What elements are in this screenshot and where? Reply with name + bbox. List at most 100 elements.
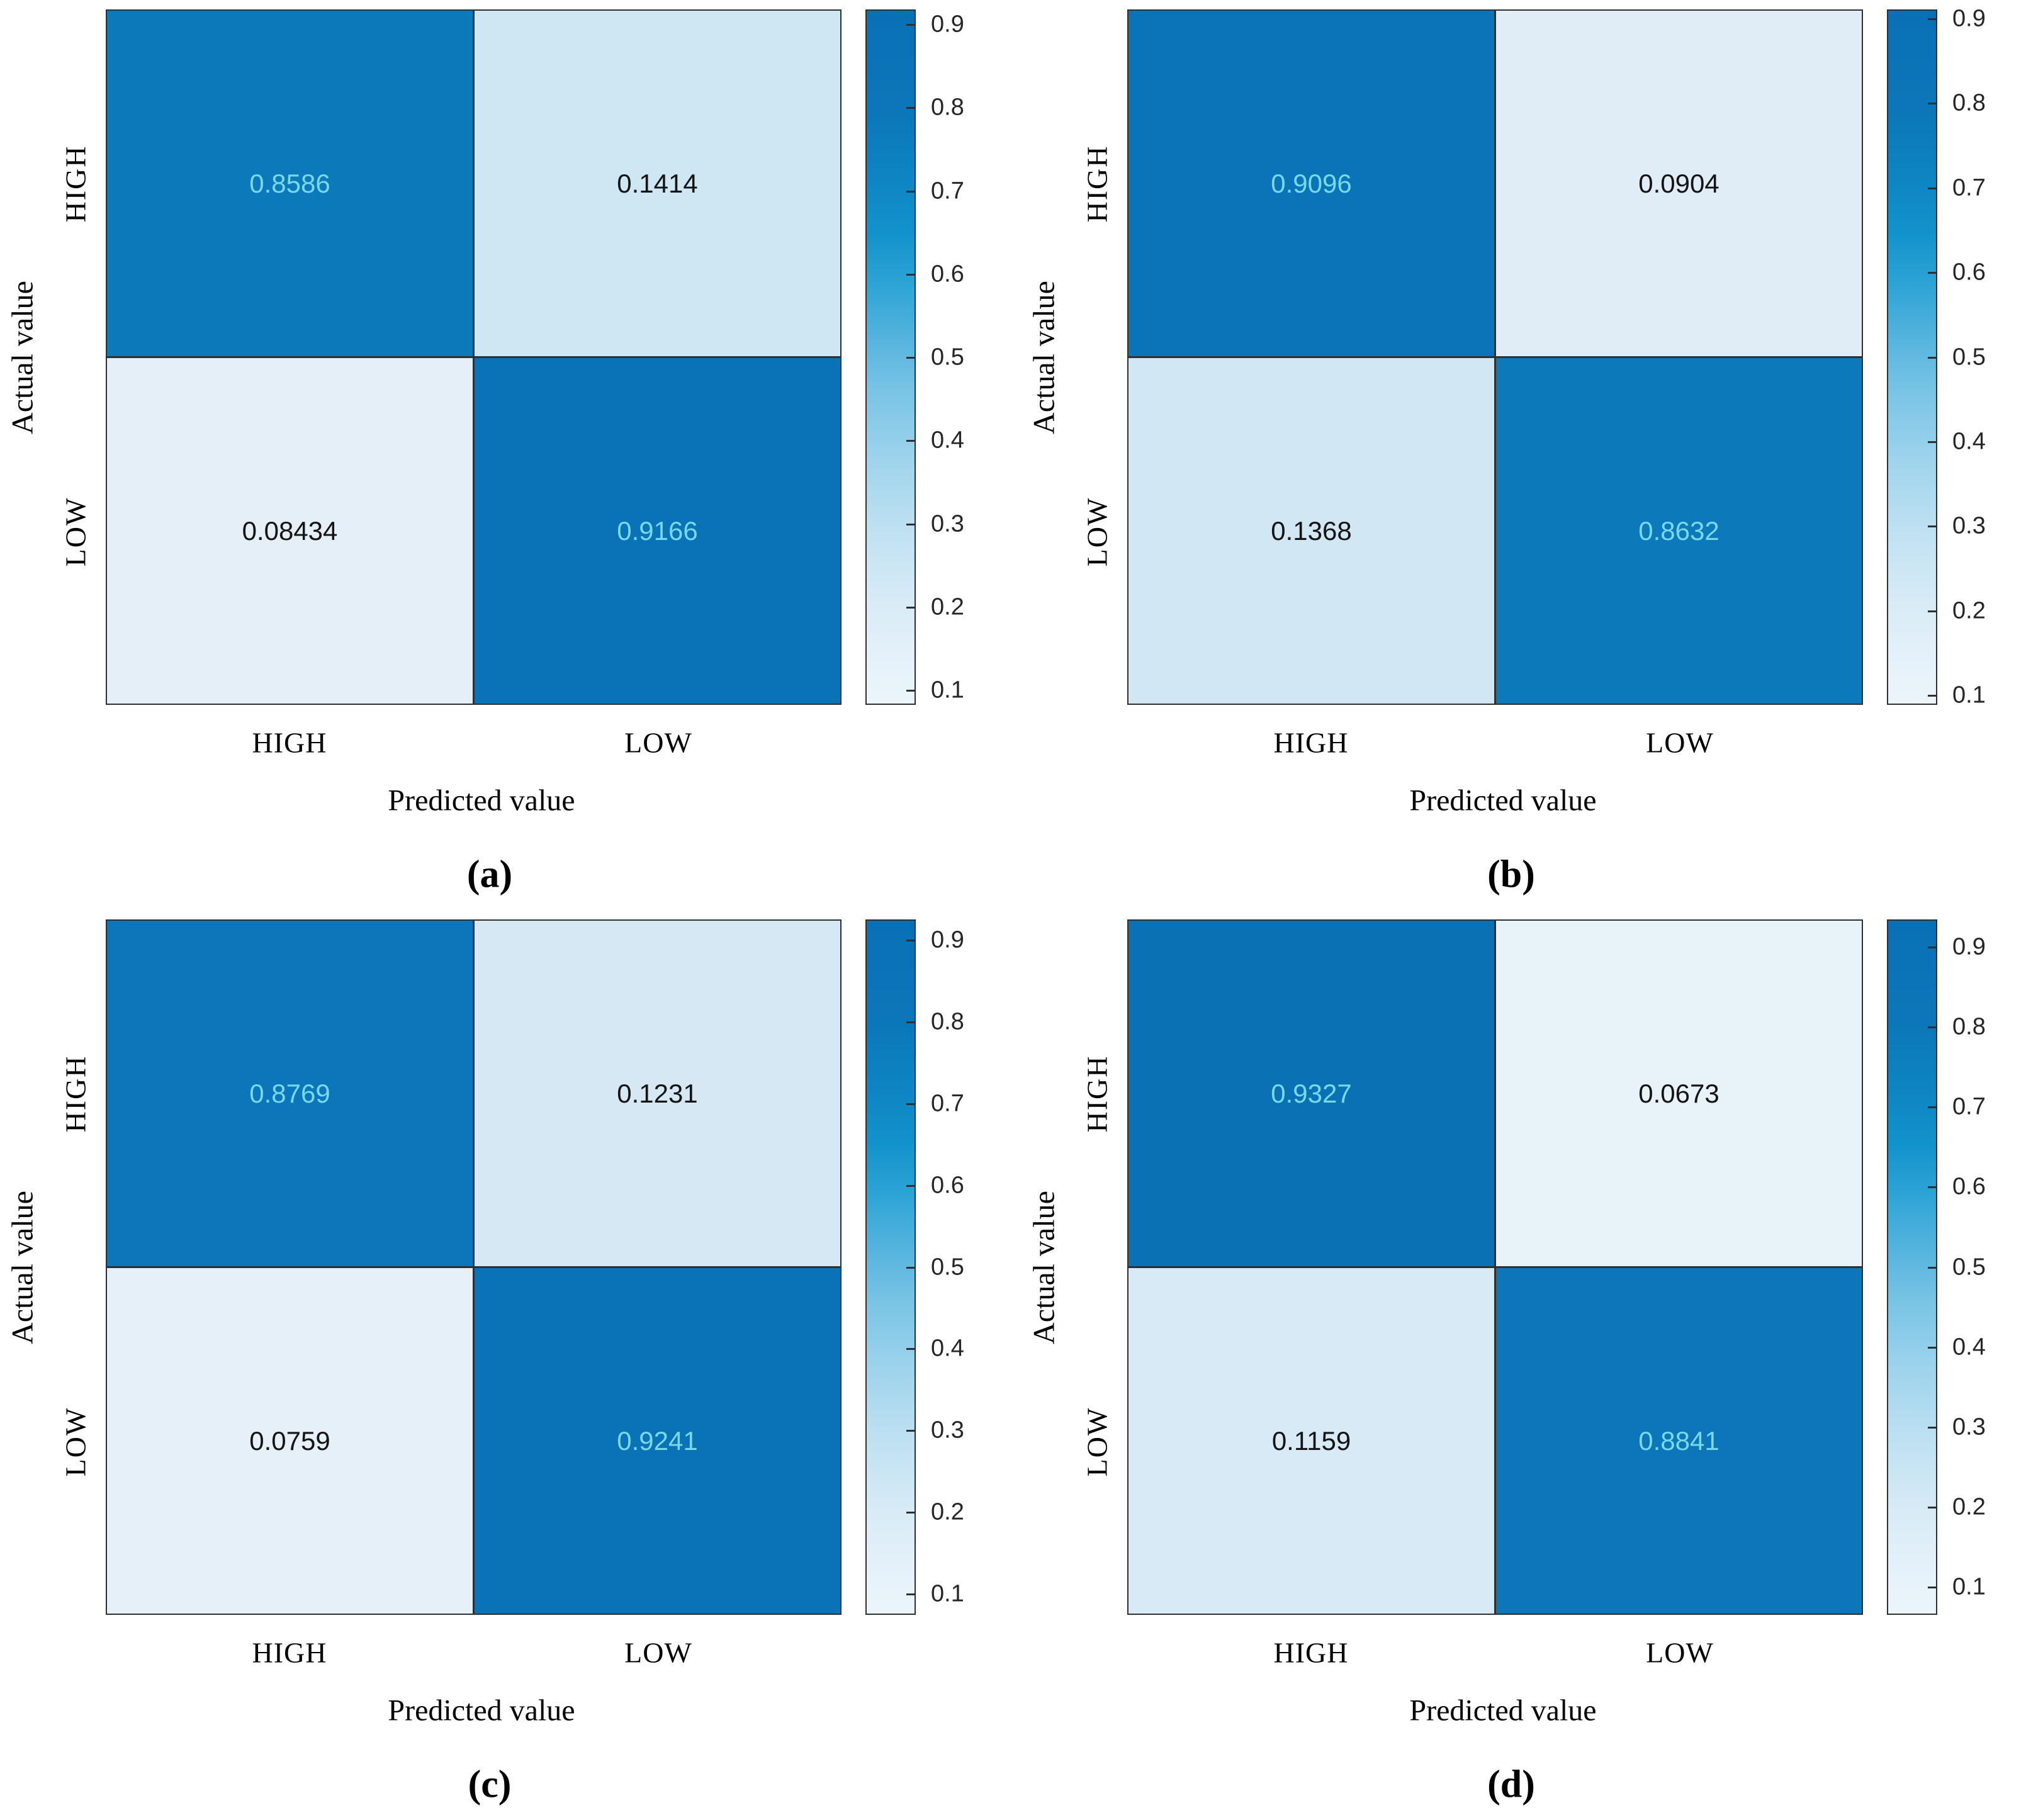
y-tick-high: HIGH <box>59 1055 92 1133</box>
colorbar-tick-label: 0.1 <box>931 677 964 704</box>
colorbar-tick-label: 0.9 <box>931 926 964 953</box>
colorbar-tick-mark <box>906 606 915 609</box>
colorbar-ticks: 0.9 0.8 0.7 0.6 0.5 0.4 0.3 0.2 0.1 <box>1888 921 1986 1614</box>
colorbar-tick-mark <box>1928 946 1936 948</box>
colorbar-tick-label: 0.1 <box>1952 682 1986 709</box>
cell-low-high: 0.1159 <box>1128 1268 1494 1614</box>
colorbar-tick-label: 0.7 <box>931 1090 964 1117</box>
colorbar-tick-label: 0.5 <box>1952 1254 1986 1280</box>
confusion-matrix: 0.9327 0.0673 0.1159 0.8841 <box>1127 919 1863 1615</box>
colorbar-tick-label: 0.7 <box>1952 1093 1986 1120</box>
colorbar-tick-mark <box>1928 1186 1936 1189</box>
colorbar-tick-mark <box>1928 1426 1936 1429</box>
cell-high-low: 0.1231 <box>475 921 840 1266</box>
x-axis-label: Predicted value <box>388 1694 575 1727</box>
panel-d: Actual value HIGH LOW 0.9327 0.0673 0.11… <box>1022 910 2043 1820</box>
colorbar-tick-label: 0.3 <box>1952 1413 1986 1441</box>
colorbar-tick-mark <box>1928 272 1936 274</box>
x-tick-low: LOW <box>624 726 692 759</box>
colorbar-tick-label: 0.2 <box>1952 597 1986 624</box>
colorbar-tick-label: 0.9 <box>931 11 964 38</box>
colorbar-tick-mark <box>906 1511 915 1514</box>
x-tick-high: HIGH <box>252 1636 327 1669</box>
subplot-caption: (a) <box>466 853 513 896</box>
confusion-matrix: 0.8586 0.1414 0.08434 0.9166 <box>106 9 841 705</box>
colorbar-tick-mark <box>1928 525 1936 528</box>
colorbar-tick-mark <box>1928 695 1936 697</box>
x-tick-low: LOW <box>1646 726 1714 759</box>
colorbar-tick-mark <box>906 357 915 359</box>
colorbar-tick-label: 0.6 <box>1952 259 1986 286</box>
panel-c: Actual value HIGH LOW 0.8769 0.1231 0.07… <box>0 910 1022 1820</box>
colorbar: 0.9 0.8 0.7 0.6 0.5 0.4 0.3 0.2 0.1 <box>1887 5 1986 709</box>
colorbar-ticks: 0.9 0.8 0.7 0.6 0.5 0.4 0.3 0.2 0.1 <box>867 11 964 704</box>
y-tick-high: HIGH <box>59 145 92 223</box>
x-axis-label: Predicted value <box>388 784 575 817</box>
x-tick-low: LOW <box>1646 1636 1714 1669</box>
colorbar-tick-label: 0.3 <box>931 1417 964 1444</box>
cell-high-high: 0.8586 <box>107 11 473 356</box>
y-axis-label: Actual value <box>6 281 40 434</box>
colorbar-tick-label: 0.3 <box>931 510 964 537</box>
colorbar: 0.9 0.8 0.7 0.6 0.5 0.4 0.3 0.2 0.1 <box>865 9 964 705</box>
colorbar-tick-mark <box>906 940 915 942</box>
colorbar-tick-label: 0.9 <box>1952 933 1986 960</box>
subplot-caption: (d) <box>1487 1763 1535 1806</box>
colorbar-tick-label: 0.8 <box>931 1008 964 1035</box>
colorbar-tick-mark <box>1928 1507 1936 1509</box>
colorbar-tick-label: 0.8 <box>1952 1013 1986 1040</box>
panel-b: Actual value HIGH LOW 0.9096 0.0904 0.13… <box>1022 0 2043 910</box>
colorbar-tick-label: 0.4 <box>931 427 964 454</box>
colorbar-tick-mark <box>1928 1026 1936 1028</box>
colorbar-tick-mark <box>906 690 915 692</box>
panel-a: Actual value HIGH LOW 0.8586 0.1414 0.08… <box>0 0 1022 910</box>
colorbar-tick-label: 0.6 <box>931 1172 964 1199</box>
colorbar-ticks: 0.9 0.8 0.7 0.6 0.5 0.4 0.3 0.2 0.1 <box>1888 5 1986 709</box>
cell-high-high: 0.9096 <box>1128 11 1494 356</box>
colorbar-tick-mark <box>906 23 915 26</box>
colorbar-tick-label: 0.3 <box>1952 512 1986 539</box>
y-tick-low: LOW <box>1081 1407 1113 1477</box>
colorbar-tick-mark <box>906 1184 915 1187</box>
subplot-caption: (b) <box>1487 853 1535 896</box>
colorbar-tick-label: 0.9 <box>1952 5 1986 32</box>
cell-low-high: 0.08434 <box>107 358 473 704</box>
cell-high-low: 0.1414 <box>475 11 840 356</box>
subplot-caption: (c) <box>468 1763 512 1806</box>
y-tick-low: LOW <box>59 1407 92 1477</box>
colorbar-tick-mark <box>906 273 915 276</box>
x-axis-label: Predicted value <box>1409 784 1597 817</box>
x-tick-high: HIGH <box>1273 726 1349 759</box>
y-tick-low: LOW <box>59 497 92 567</box>
colorbar-tick-mark <box>906 1021 915 1024</box>
colorbar-tick-label: 0.8 <box>1952 89 1986 116</box>
colorbar-tick-mark <box>1928 103 1936 105</box>
cell-low-high: 0.1368 <box>1128 358 1494 704</box>
x-tick-high: HIGH <box>252 726 327 759</box>
colorbar: 0.9 0.8 0.7 0.6 0.5 0.4 0.3 0.2 0.1 <box>1887 919 1986 1615</box>
colorbar-tick-mark <box>1928 356 1936 359</box>
cell-high-low: 0.0904 <box>1496 11 1862 356</box>
cell-high-low: 0.0673 <box>1496 921 1862 1266</box>
colorbar-tick-mark <box>1928 18 1936 20</box>
x-axis-label: Predicted value <box>1409 1694 1597 1727</box>
cell-high-high: 0.8769 <box>107 921 473 1266</box>
colorbar-tick-mark <box>906 190 915 193</box>
cell-high-high: 0.9327 <box>1128 921 1494 1266</box>
colorbar-tick-mark <box>1928 610 1936 612</box>
colorbar-tick-mark <box>906 1266 915 1269</box>
colorbar-tick-label: 0.2 <box>1952 1493 1986 1520</box>
x-tick-high: HIGH <box>1273 1636 1349 1669</box>
colorbar-tick-label: 0.1 <box>931 1580 964 1607</box>
colorbar-tick-mark <box>1928 1106 1936 1109</box>
colorbar-tick-label: 0.8 <box>931 94 964 121</box>
colorbar-tick-label: 0.4 <box>931 1335 964 1362</box>
colorbar-tick-label: 0.7 <box>1952 174 1986 201</box>
y-axis-label: Actual value <box>6 1191 40 1344</box>
colorbar-tick-label: 0.1 <box>1952 1573 1986 1600</box>
colorbar: 0.9 0.8 0.7 0.6 0.5 0.4 0.3 0.2 0.1 <box>865 919 964 1615</box>
colorbar-tick-mark <box>906 107 915 110</box>
colorbar-tick-mark <box>1928 1587 1936 1589</box>
y-axis-label: Actual value <box>1027 1191 1061 1344</box>
